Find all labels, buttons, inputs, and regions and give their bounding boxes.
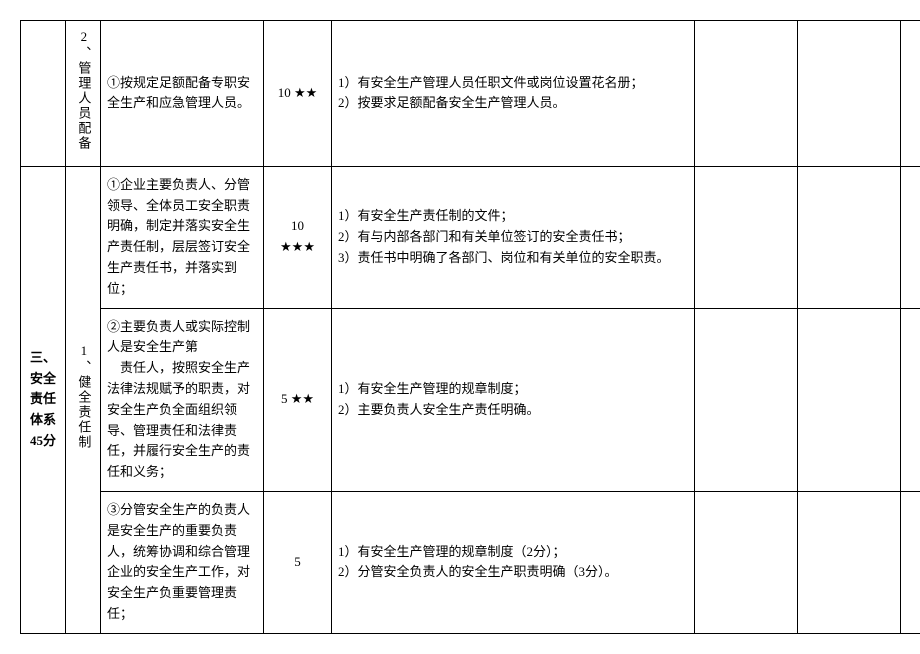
cell-score: 5 [264, 491, 332, 633]
cell-blank [695, 166, 798, 308]
evaluation-table: 2、管理人员配备 ①按规定足额配备专职安全生产和应急管理人员。 10 ★★ 1）… [20, 20, 920, 634]
cell-blank [798, 21, 901, 167]
cell-subcategory: 2、管理人员配备 [66, 21, 101, 167]
table-row: ③分管安全生产的负责人是安全生产的重要负责人，统筹协调和综合管理企业的安全生产工… [21, 491, 920, 633]
cell-category: 三、安全责任体系45分 [21, 166, 66, 633]
cell-blank [798, 491, 901, 633]
subcategory-label: 1、健全责任制 [73, 343, 94, 450]
table-row: 2、管理人员配备 ①按规定足额配备专职安全生产和应急管理人员。 10 ★★ 1）… [21, 21, 920, 167]
cell-blank [695, 491, 798, 633]
cell-blank [901, 166, 920, 308]
table-row: 三、安全责任体系45分 1、健全责任制 ①企业主要负责人、分管领导、全体员工安全… [21, 166, 920, 308]
cell-blank [798, 308, 901, 491]
subcategory-label: 2、管理人员配备 [73, 29, 94, 151]
cell-requirement: ①按规定足额配备专职安全生产和应急管理人员。 [101, 21, 264, 167]
cell-category [21, 21, 66, 167]
cell-blank [901, 491, 920, 633]
cell-criteria: 1）有安全生产责任制的文件； 2）有与内部各部门和有关单位签订的安全责任书； 3… [332, 166, 695, 308]
cell-blank [901, 308, 920, 491]
cell-blank [798, 166, 901, 308]
cell-criteria: 1）有安全生产管理人员任职文件或岗位设置花名册； 2）按要求足额配备安全生产管理… [332, 21, 695, 167]
cell-score: 5 ★★ [264, 308, 332, 491]
cell-requirement: ①企业主要负责人、分管领导、全体员工安全职责明确，制定并落实安全生产责任制，层层… [101, 166, 264, 308]
cell-criteria: 1）有安全生产管理的规章制度（2分）； 2）分管安全负责人的安全生产职责明确（3… [332, 491, 695, 633]
cell-criteria: 1）有安全生产管理的规章制度； 2）主要负责人安全生产责任明确。 [332, 308, 695, 491]
cell-blank [695, 21, 798, 167]
table-row: ②主要负责人或实际控制人是安全生产第 责任人，按照安全生产法律法规赋予的职责，对… [21, 308, 920, 491]
cell-requirement: ②主要负责人或实际控制人是安全生产第 责任人，按照安全生产法律法规赋予的职责，对… [101, 308, 264, 491]
cell-score: 10 ★★★ [264, 166, 332, 308]
cell-blank [901, 21, 920, 167]
cell-score: 10 ★★ [264, 21, 332, 167]
cell-requirement: ③分管安全生产的负责人是安全生产的重要负责人，统筹协调和综合管理企业的安全生产工… [101, 491, 264, 633]
cell-subcategory: 1、健全责任制 [66, 166, 101, 633]
cell-blank [695, 308, 798, 491]
